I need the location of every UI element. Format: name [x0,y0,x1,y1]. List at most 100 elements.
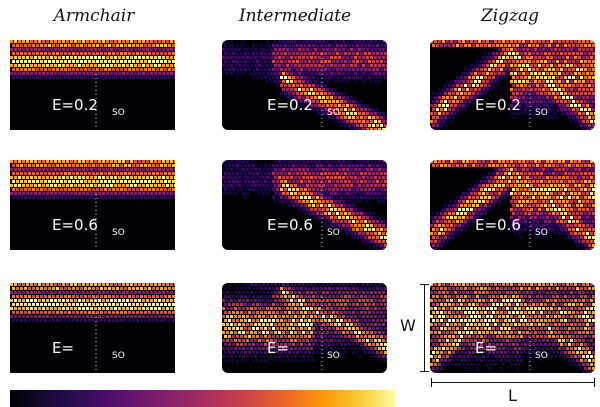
density-cell [522,283,525,286]
density-cell [298,80,301,83]
density-cell [254,307,257,310]
density-cell [10,160,13,163]
density-cell [550,80,553,83]
density-cell [500,303,503,306]
density-cell [278,323,281,326]
density-cell [588,60,591,63]
density-cell [346,283,349,286]
density-cell [138,48,141,51]
density-cell [556,52,559,55]
density-cell [496,196,499,199]
density-cell [18,283,21,286]
density-cell [260,335,263,338]
density-cell [580,76,583,79]
density-cell [516,204,519,207]
density-cell [70,160,73,163]
density-cell [16,303,19,306]
density-cell [344,343,347,346]
density-cell [350,128,353,130]
density-cell [246,347,249,350]
density-cell [60,68,63,71]
density-cell [550,184,553,187]
density-cell [464,228,467,231]
density-cell [80,60,83,63]
density-cell [374,283,377,286]
density-cell [352,124,355,127]
density-cell [100,196,103,199]
density-cell [476,188,479,191]
density-cell [332,76,335,79]
density-cell [244,287,247,290]
density-cell [588,108,591,111]
density-cell [358,40,361,43]
density-cell [232,60,235,63]
density-cell [500,311,503,314]
density-cell [334,40,337,43]
density-cell [144,172,147,175]
column-title-zigzag: Zigzag [480,6,540,26]
density-cell [480,76,483,79]
density-cell [330,283,333,286]
density-cell [434,96,437,99]
density-cell [548,60,551,63]
density-cell [540,60,543,63]
density-cell [478,72,481,75]
density-cell [152,311,155,314]
density-cell [296,76,299,79]
density-cell [152,319,155,322]
density-cell [536,108,539,111]
density-cell [522,56,525,59]
density-cell [364,124,367,127]
density-cell [16,164,19,167]
density-cell [592,100,595,103]
density-cell [336,172,339,175]
density-cell [160,319,163,322]
density-cell [32,295,35,298]
density-cell [246,64,249,67]
density-cell [308,335,311,338]
density-cell [572,196,575,199]
density-cell [368,116,371,119]
density-cell [12,319,15,322]
density-cell [50,56,53,59]
density-cell [284,327,287,330]
density-cell [474,208,477,211]
density-cell [466,216,469,219]
density-cell [174,307,175,310]
density-cell [174,291,175,294]
density-cell [306,72,309,75]
density-cell [274,283,277,286]
density-cell [368,108,371,111]
density-cell [434,224,437,227]
density-cell [590,291,593,294]
density-cell [566,307,569,310]
density-cell [304,212,307,215]
density-cell [346,224,349,227]
density-cell [88,180,91,183]
density-cell [92,287,95,290]
density-cell [552,52,555,55]
density-cell [104,68,107,71]
density-cell [528,287,531,290]
density-cell [28,172,31,175]
density-cell [324,212,327,215]
density-cell [328,204,331,207]
density-cell [590,208,593,211]
density-cell [342,176,345,179]
density-cell [106,40,109,43]
density-cell [574,56,577,59]
density-cell [304,343,307,346]
density-cell [256,351,259,354]
density-cell [340,311,343,314]
density-cell [24,295,27,298]
density-cell [306,347,309,350]
density-cell [524,92,527,95]
density-cell [470,96,473,99]
density-cell [18,299,21,302]
density-cell [478,160,481,163]
density-cell [492,52,495,55]
density-cell [546,64,549,67]
density-cell [168,172,171,175]
density-cell [300,287,303,290]
density-cell [284,287,287,290]
